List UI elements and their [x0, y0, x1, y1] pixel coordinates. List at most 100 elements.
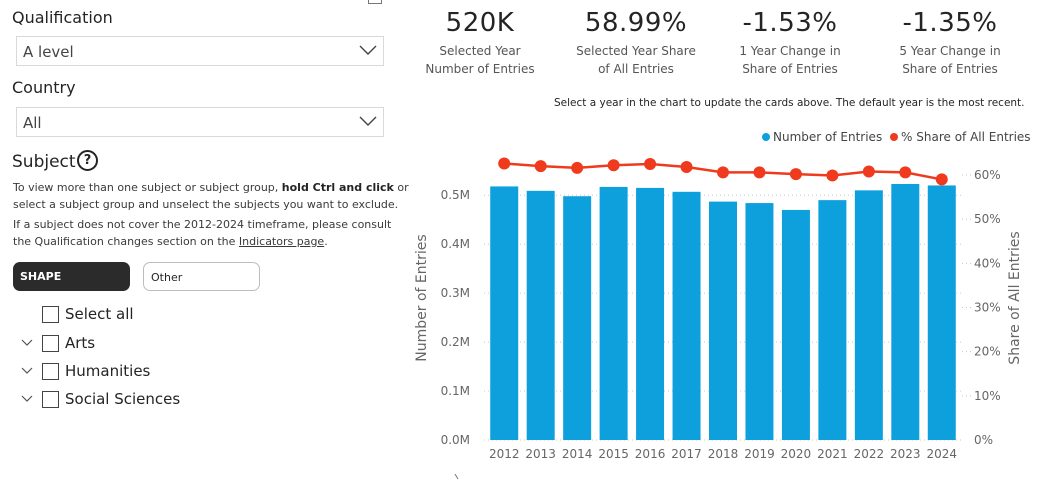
legend-swatch	[762, 133, 770, 141]
share-point-2024[interactable]	[935, 173, 948, 186]
x-tick-label: 2021	[817, 447, 848, 461]
kpi-caption: 1 Year Change in Share of Entries	[739, 44, 841, 76]
share-point-2021[interactable]	[826, 169, 839, 182]
checkbox[interactable]	[42, 335, 59, 352]
chart-legend: Number of Entries % Share of All Entries	[762, 130, 1031, 144]
indicators-page-link[interactable]: Indicators page	[238, 235, 325, 248]
kpi-caption: Selected Year Number of Entries	[425, 44, 535, 76]
chevron-down-icon	[359, 116, 377, 126]
x-tick-label: 2018	[708, 447, 739, 461]
bar-2017[interactable]	[672, 191, 701, 440]
y2-tick-label: 60%	[974, 168, 1001, 182]
kpi-card-share: 58.99% Selected Year Share of All Entries	[566, 8, 706, 78]
legend-item-entries[interactable]: Number of Entries	[762, 130, 882, 144]
x-tick-label: 2023	[890, 447, 921, 461]
tree-item-arts[interactable]: Arts	[0, 334, 300, 357]
country-value: All	[23, 114, 42, 132]
checkbox[interactable]	[42, 391, 59, 408]
kpi-card-entries: 520K Selected Year Number of Entries	[414, 8, 546, 78]
share-point-2017[interactable]	[680, 161, 693, 174]
tree-item-social-sciences[interactable]: Social Sciences	[0, 390, 300, 413]
qualification-label: Qualification	[12, 8, 113, 27]
scroll-artifact	[454, 473, 459, 480]
y-tick-label: 0.1M	[441, 384, 470, 398]
tree-item-label: Arts	[65, 334, 96, 352]
y-tick-label: 0.0M	[441, 433, 470, 447]
kpi-caption: 5 Year Change in Share of Entries	[899, 44, 1001, 76]
qualification-value: A level	[23, 43, 74, 61]
x-tick-label: 2017	[671, 447, 702, 461]
kpi-card-5yr-change: -1.35% 5 Year Change in Share of Entries	[884, 8, 1016, 78]
bar-2021[interactable]	[818, 200, 847, 440]
chip-shape[interactable]: SHAPE	[13, 262, 130, 291]
country-label: Country	[12, 78, 76, 97]
y-tick-label: 0.2M	[441, 335, 470, 349]
subject-note: If a subject does not cover the 2012-202…	[13, 218, 392, 248]
y2-tick-label: 20%	[974, 345, 1001, 359]
y2-axis-title: Share of All Entries	[1007, 231, 1023, 364]
tree-item-label: Select all	[65, 305, 134, 323]
y-tick-label: 0.3M	[441, 286, 470, 300]
kpi-value: -1.53%	[742, 8, 838, 38]
bar-2014[interactable]	[563, 196, 592, 440]
x-tick-label: 2019	[744, 447, 775, 461]
tree-item-label: Humanities	[65, 362, 151, 380]
bar-2018[interactable]	[709, 201, 737, 440]
help-icon[interactable]: ?	[77, 150, 98, 171]
checkbox[interactable]	[42, 363, 59, 380]
country-dropdown[interactable]: All	[16, 107, 384, 137]
tree-item-label: Social Sciences	[65, 390, 181, 408]
share-point-2019[interactable]	[753, 166, 766, 179]
bar-2012[interactable]	[490, 186, 519, 440]
share-point-2016[interactable]	[644, 157, 657, 170]
chip-other[interactable]: Other	[143, 262, 260, 291]
share-point-2022[interactable]	[862, 165, 875, 178]
y2-tick-label: 50%	[974, 212, 1001, 226]
chevron-down-icon[interactable]	[21, 337, 33, 349]
kpi-value: 520K	[445, 8, 515, 38]
checkbox[interactable]	[42, 306, 59, 323]
chevron-down-icon[interactable]	[21, 393, 33, 405]
bar-2024[interactable]	[927, 185, 956, 440]
kpi-value: 58.99%	[584, 8, 688, 38]
x-tick-label: 2014	[562, 447, 593, 461]
qualification-dropdown[interactable]: A level	[16, 36, 384, 66]
share-point-2012[interactable]	[498, 157, 511, 170]
chart-hint: Select a year in the chart to update the…	[554, 97, 1025, 109]
share-point-2020[interactable]	[789, 168, 802, 181]
bar-2019[interactable]	[745, 203, 774, 440]
y-tick-label: 0.4M	[441, 237, 470, 251]
y2-tick-label: 10%	[974, 389, 1001, 403]
kpi-card-1yr-change: -1.53% 1 Year Change in Share of Entries	[724, 8, 856, 78]
tree-item-humanities[interactable]: Humanities	[0, 362, 300, 385]
x-tick-label: 2015	[598, 447, 629, 461]
share-point-2013[interactable]	[534, 160, 547, 173]
tree-item-select-all[interactable]: Select all	[0, 305, 300, 328]
bar-2013[interactable]	[526, 190, 555, 440]
x-tick-label: 2016	[635, 447, 666, 461]
share-point-2015[interactable]	[607, 159, 620, 172]
legend-item-share[interactable]: % Share of All Entries	[890, 130, 1031, 144]
bar-2022[interactable]	[854, 190, 883, 440]
bar-2016[interactable]	[636, 187, 665, 440]
y2-tick-label: 40%	[974, 256, 1001, 270]
share-point-2018[interactable]	[717, 166, 729, 179]
x-tick-label: 2022	[854, 447, 885, 461]
bar-2020[interactable]	[781, 209, 810, 440]
legend-swatch	[890, 133, 899, 141]
x-tick-label: 2020	[781, 447, 812, 461]
share-point-2023[interactable]	[899, 166, 912, 179]
pane-edge-icon	[368, 0, 382, 4]
chevron-down-icon[interactable]	[21, 365, 33, 377]
y2-tick-label: 30%	[974, 301, 1001, 315]
x-tick-label: 2013	[525, 447, 556, 461]
share-point-2014[interactable]	[571, 161, 584, 174]
y-tick-label: 0.5M	[441, 188, 470, 202]
y2-tick-label: 0%	[974, 433, 993, 447]
bar-2023[interactable]	[891, 183, 920, 440]
kpi-value: -1.35%	[902, 8, 998, 38]
kpi-caption: Selected Year Share of All Entries	[576, 44, 696, 76]
bar-2015[interactable]	[599, 186, 628, 440]
chevron-down-icon	[359, 45, 377, 55]
